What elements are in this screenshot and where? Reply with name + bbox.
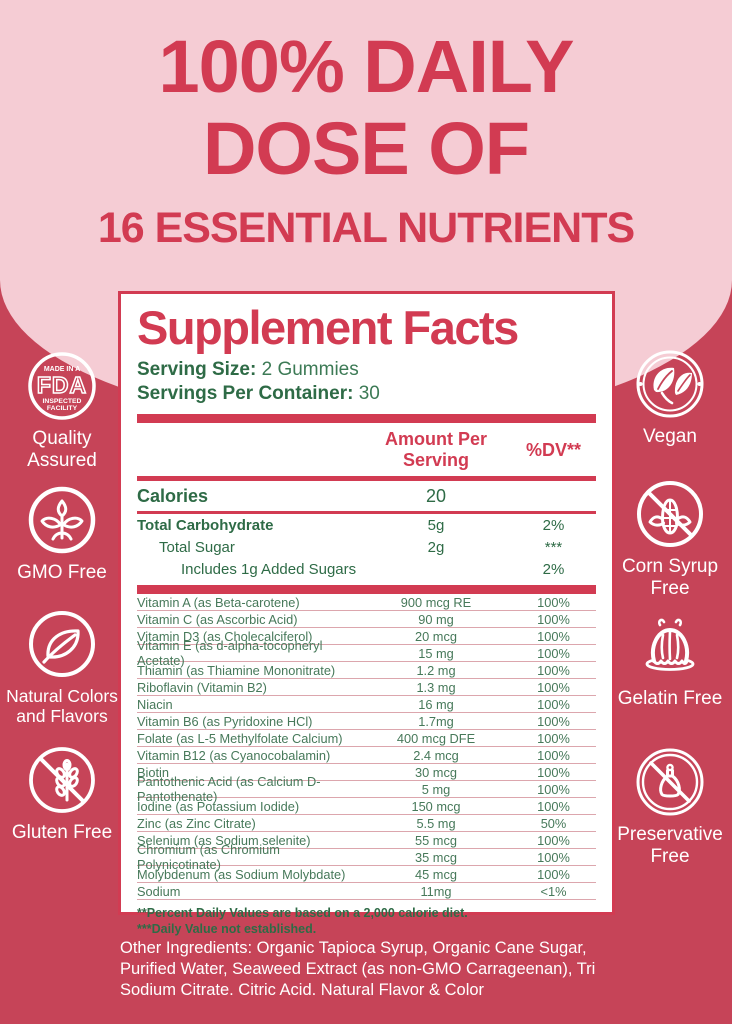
headline-subtitle: 16 ESSENTIAL NUTRIENTS bbox=[97, 204, 635, 252]
calories-label: Calories bbox=[137, 486, 209, 506]
dv-header: %DV** bbox=[525, 439, 582, 460]
footnotes: **Percent Daily Values are based on a 2,… bbox=[137, 906, 596, 937]
headline-line2: DOSE OF bbox=[202, 107, 530, 190]
badge-label: Corn Syrup Free bbox=[621, 556, 719, 599]
footnote-not-established: ***Daily Value not established. bbox=[137, 921, 317, 936]
badge-quality-assured: MADE IN A FDA INSPECTED FACILITY Quality… bbox=[4, 350, 120, 472]
badge-vegan: Vegan bbox=[612, 348, 728, 448]
servings-per-container-line: Servings Per Container: 30 bbox=[137, 382, 596, 406]
fda-badge-icon: MADE IN A FDA INSPECTED FACILITY bbox=[28, 352, 96, 420]
amount-per-serving-header: Amount Per Serving bbox=[384, 429, 487, 470]
servings-value: 30 bbox=[358, 383, 380, 404]
table-row: Vitamin B6 (as Pyridoxine HCl) 1.7mg 100… bbox=[137, 713, 596, 730]
table-row: Chromium (as Chromium Polynicotinate) 35… bbox=[137, 842, 596, 872]
badge-corn-syrup-free: Corn Syrup Free bbox=[612, 478, 728, 600]
badge-label: Quality Assured bbox=[27, 428, 97, 471]
table-row: Vitamin B12 (as Cyanocobalamin) 2.4 mcg … bbox=[137, 747, 596, 764]
svg-text:INSPECTED: INSPECTED bbox=[43, 398, 82, 405]
badge-label: Gluten Free bbox=[11, 822, 113, 843]
badge-preservative-free: Preservative Free bbox=[612, 746, 728, 868]
vegan-icon bbox=[636, 350, 704, 418]
badge-gmo-free: GMO Free bbox=[4, 484, 120, 584]
serving-size-line: Serving Size: 2 Gummies bbox=[137, 358, 596, 382]
table-row: Sodium 11mg <1% bbox=[137, 883, 596, 900]
table-row: Folate (as L-5 Methylfolate Calcium) 400… bbox=[137, 730, 596, 747]
table-row: Includes 1g Added Sugars 2% bbox=[181, 560, 565, 578]
table-row: Thiamin (as Thiamine Mononitrate) 1.2 mg… bbox=[137, 662, 596, 679]
table-row: Riboflavin (Vitamin B2) 1.3 mg 100% bbox=[137, 679, 596, 696]
svg-text:FDA: FDA bbox=[37, 372, 87, 398]
corn-syrup-free-icon bbox=[637, 481, 703, 547]
headline-line1: 100% DAILY bbox=[158, 25, 574, 108]
badge-label: GMO Free bbox=[17, 562, 107, 583]
supplement-facts-panel: Supplement Facts Serving Size: 2 Gummies… bbox=[118, 291, 615, 936]
headline: 100% DAILY DOSE OF 16 ESSENTIAL NUTRIENT… bbox=[0, 26, 732, 253]
other-ingredients-text: Other Ingredients: Organic Tapioca Syrup… bbox=[120, 939, 596, 999]
table-row: Total Carbohydrate 5g 2% bbox=[137, 516, 565, 534]
badge-gelatin-free: Gelatin Free bbox=[612, 610, 728, 710]
gelatin-free-icon bbox=[645, 618, 695, 671]
gmo-free-icon bbox=[28, 486, 96, 554]
table-row: Selenium (as Sodium selenite) 55 mcg 100… bbox=[137, 832, 596, 849]
badge-label: Gelatin Free bbox=[617, 688, 723, 709]
calories-value: 20 bbox=[425, 486, 447, 506]
footnote-dv: **Percent Daily Values are based on a 2,… bbox=[137, 906, 468, 920]
badge-label: Preservative Free bbox=[617, 824, 723, 867]
table-row: Vitamin A (as Beta-carotene) 900 mcg RE … bbox=[137, 594, 596, 611]
panel-title: Supplement Facts bbox=[137, 301, 519, 354]
servings-label: Servings Per Container: bbox=[137, 383, 354, 404]
divider-thick bbox=[137, 585, 596, 594]
divider-medium bbox=[137, 476, 596, 481]
serving-size-value: 2 Gummies bbox=[261, 359, 359, 380]
table-row: Vitamin E (as d-alpha-tocopheryl Acetate… bbox=[137, 638, 596, 668]
svg-text:MADE IN A: MADE IN A bbox=[44, 366, 80, 373]
table-row: Niacin 16 mg 100% bbox=[137, 696, 596, 713]
serving-size-label: Serving Size: bbox=[137, 359, 257, 380]
table-row: Vitamin D3 (as Cholecalciferol) 20 mcg 1… bbox=[137, 628, 596, 645]
calories-row: Calories 20 bbox=[137, 481, 596, 511]
table-header-row: Amount Per Serving %DV** bbox=[137, 423, 596, 476]
badge-label: Natural Colors and Flavors bbox=[6, 686, 118, 726]
badge-natural-colors: Natural Colors and Flavors bbox=[4, 608, 120, 726]
table-row: Biotin 30 mcg 100% bbox=[137, 764, 596, 781]
divider-red bbox=[137, 511, 596, 514]
natural-leaf-icon bbox=[29, 611, 95, 677]
gluten-free-icon bbox=[29, 747, 95, 813]
nutrient-table: Vitamin A (as Beta-carotene) 900 mcg RE … bbox=[137, 594, 596, 900]
table-row: Pantothenic Acid (as Calcium D-Pantothen… bbox=[137, 774, 596, 804]
table-row: Zinc (as Zinc Citrate) 5.5 mg 50% bbox=[137, 815, 596, 832]
table-row: Iodine (as Potassium Iodide) 150 mcg 100… bbox=[137, 798, 596, 815]
preservative-free-icon bbox=[636, 748, 704, 816]
divider-thick bbox=[137, 414, 596, 423]
table-row: Molybdenum (as Sodium Molybdate) 45 mcg … bbox=[137, 866, 596, 883]
badge-gluten-free: Gluten Free bbox=[4, 744, 120, 844]
svg-text:FACILITY: FACILITY bbox=[47, 405, 78, 412]
table-row: Vitamin C (as Ascorbic Acid) 90 mg 100% bbox=[137, 611, 596, 628]
table-row: Total Sugar 2g *** bbox=[159, 538, 563, 556]
badge-label: Vegan bbox=[643, 426, 697, 447]
